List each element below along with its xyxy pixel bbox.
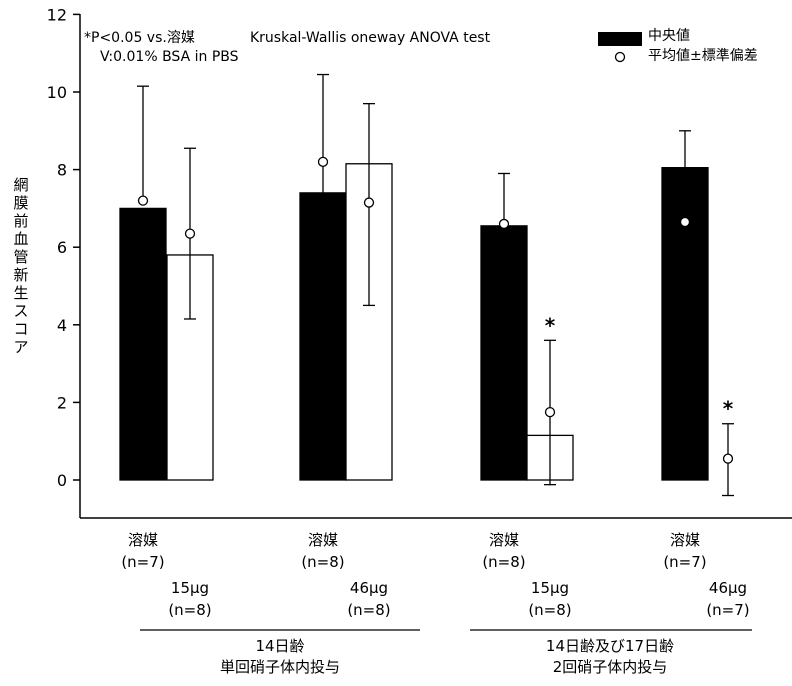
test-note: Kruskal-Wallis oneway ANOVA test bbox=[250, 30, 491, 46]
y-axis-label-char: 生 bbox=[13, 284, 29, 302]
category-n-g1-c3: (n=8) bbox=[301, 553, 345, 571]
mean-marker-g2-c3 bbox=[679, 216, 691, 228]
group-label-2-line2: 2回硝子体内投与 bbox=[552, 658, 668, 676]
y-axis-label-char: 網 bbox=[13, 176, 29, 194]
category-n-g2-c4: (n=7) bbox=[706, 601, 750, 619]
y-axis-label-char: コ bbox=[13, 320, 29, 338]
group-label-1-line2: 単回硝子体内投与 bbox=[219, 658, 340, 676]
y-axis-label: 網膜前血管新生スコア bbox=[12, 176, 30, 356]
mean-marker-g2-c4 bbox=[722, 453, 734, 464]
y-tick-label-8: 8 bbox=[57, 161, 67, 180]
mean-marker-g1-c2 bbox=[184, 228, 196, 239]
y-axis-label-char: 前 bbox=[13, 212, 29, 230]
y-axis-label-char: 新 bbox=[13, 266, 29, 284]
bar-g1-c1 bbox=[119, 207, 167, 481]
y-tick-label-12: 12 bbox=[47, 5, 67, 24]
category-label-g1-c2: 15μg bbox=[170, 579, 210, 597]
y-axis-label-char: ス bbox=[13, 302, 29, 320]
bar-g2-c3 bbox=[661, 167, 709, 481]
bar-g1-c3 bbox=[299, 192, 347, 481]
mean-marker-g1-c4 bbox=[363, 197, 375, 208]
bar-g2-c1 bbox=[480, 225, 528, 481]
y-tick-label-6: 6 bbox=[57, 238, 67, 257]
category-label-g2-c2: 15μg bbox=[530, 579, 570, 597]
y-tick-label-0: 0 bbox=[57, 471, 67, 490]
significance-star-g2-c2: * bbox=[545, 313, 556, 337]
group-label-1-line1: 14日齢 bbox=[255, 637, 305, 655]
category-n-g1-c2: (n=8) bbox=[168, 601, 212, 619]
mean-marker-g1-c1 bbox=[137, 195, 149, 206]
category-n-g1-c1: (n=7) bbox=[121, 553, 165, 571]
mean-marker-g2-c1 bbox=[498, 218, 510, 230]
y-axis-label-char: 膜 bbox=[13, 194, 29, 212]
legend-mean-marker bbox=[614, 51, 626, 63]
category-label-g1-c4: 46μg bbox=[349, 579, 389, 597]
y-tick-label-10: 10 bbox=[47, 83, 67, 102]
legend-mean-label: 平均値±標準偏差 bbox=[648, 48, 758, 64]
significance-star-g2-c4: * bbox=[723, 397, 734, 421]
category-n-g1-c4: (n=8) bbox=[347, 601, 391, 619]
category-n-g2-c3: (n=7) bbox=[663, 553, 707, 571]
legend-median-label: 中央値 bbox=[648, 28, 690, 44]
vehicle-note: V:0.01% BSA in PBS bbox=[100, 49, 239, 65]
category-label-g2-c3: 溶媒 bbox=[669, 531, 700, 549]
category-n-g2-c2: (n=8) bbox=[528, 601, 572, 619]
mean-marker-g1-c3 bbox=[317, 156, 329, 167]
category-label-g1-c3: 溶媒 bbox=[307, 531, 338, 549]
y-tick-label-4: 4 bbox=[57, 316, 67, 335]
category-label-g1-c1: 溶媒 bbox=[127, 531, 158, 549]
legend-median-swatch bbox=[598, 32, 642, 46]
y-tick-label-2: 2 bbox=[57, 393, 67, 412]
group-label-2-line1: 14日齢及び17日齢 bbox=[545, 637, 675, 655]
y-axis-label-char: 管 bbox=[13, 248, 29, 266]
y-axis-label-char: ア bbox=[13, 338, 29, 356]
category-label-g2-c1: 溶媒 bbox=[488, 531, 519, 549]
mean-marker-g2-c2 bbox=[544, 406, 556, 418]
significance-note: *P<0.05 vs.溶媒 bbox=[84, 30, 195, 46]
category-n-g2-c1: (n=8) bbox=[482, 553, 526, 571]
category-label-g2-c4: 46μg bbox=[708, 579, 748, 597]
y-axis-label-char: 血 bbox=[13, 230, 29, 248]
